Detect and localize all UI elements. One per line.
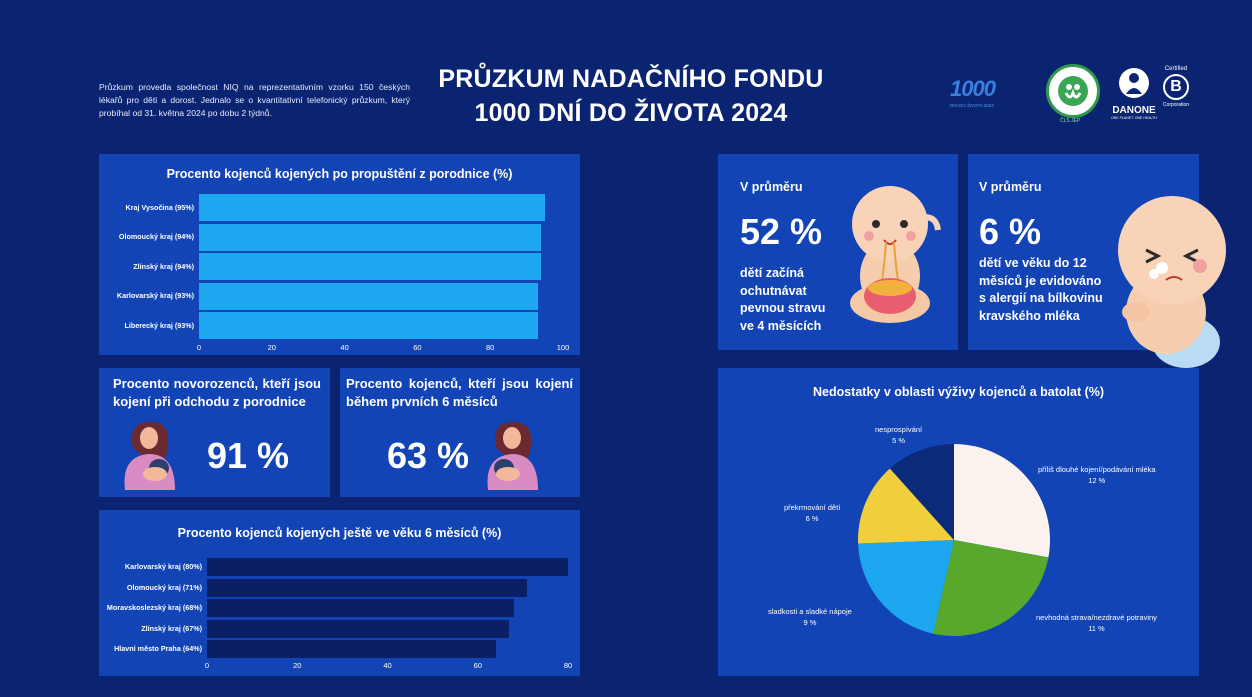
pie-slice-name: nevhodná strava/nezdravé potraviny xyxy=(1036,613,1157,622)
nutrition-deficits-panel: Nedostatky v oblasti výživy kojenců a ba… xyxy=(718,368,1199,676)
bar xyxy=(199,282,538,310)
pie-chart xyxy=(858,444,1050,636)
pie-slice xyxy=(954,444,1050,558)
six-month-chart-title: Procento kojenců kojených ještě ve věku … xyxy=(177,526,502,540)
pie-slice-value: 12 % xyxy=(1088,476,1106,485)
category-label: Olomoucký kraj (94%) xyxy=(118,232,194,242)
category-label: Karlovarský kraj (93%) xyxy=(116,291,194,301)
pie-slice-name: nesprospívání xyxy=(875,425,923,434)
six-month-stat-value: 63 % xyxy=(387,435,470,476)
danone-wordmark: DANONE xyxy=(1112,105,1156,116)
axis-tick-label: 60 xyxy=(473,661,482,670)
solid-food-panel: V průměru 52 % dětí začíná ochutnávat pe… xyxy=(718,154,958,350)
allergy-value: 6 % xyxy=(979,211,1042,252)
pie-slice-name: příliš dlouhé kojení/podávání mléka xyxy=(1038,465,1156,474)
newborn-stat-label: Procento novorozenců, kteří jsou kojení … xyxy=(113,376,321,409)
bar xyxy=(199,223,542,251)
six-month-stat-label: Procento kojenců, kteří jsou kojení běhe… xyxy=(346,376,573,409)
pie-slice xyxy=(858,468,954,544)
danone-child-icon xyxy=(1119,68,1149,98)
bar xyxy=(207,599,514,617)
survey-intro: Průzkum provedla společnost NIQ na repre… xyxy=(99,82,410,118)
category-label: Zlínský kraj (67%) xyxy=(141,623,202,633)
bar xyxy=(207,578,528,597)
category-label: Hlavní město Praha (64%) xyxy=(114,644,202,653)
pie-slice-label: překrmování dětí 6 % xyxy=(784,502,840,524)
breastfeeding-mother-icon-2 xyxy=(487,422,538,490)
bar xyxy=(199,194,545,221)
discharge-chart-title: Procento kojenců kojených po propuštění … xyxy=(166,167,513,181)
pie-slice-value: 5 % xyxy=(892,436,906,445)
axis-tick-label: 80 xyxy=(486,343,495,352)
pie-slice-value: 6 % xyxy=(805,514,819,523)
fund-logo-subtitle: DNÍ DO ŽIVOTA 2024 xyxy=(950,103,994,108)
solid-food-label: V průměru xyxy=(740,180,803,194)
category-label: Olomoucký kraj (71%) xyxy=(126,582,202,592)
category-label: Kraj Vysočina (95%) xyxy=(125,202,194,212)
axis-tick-label: 20 xyxy=(293,661,302,670)
danone-tagline: ONE PLANET. ONE HEALTH xyxy=(1111,116,1157,120)
six-month-breastfeeding-panel: Procento kojenců kojených ještě ve věku … xyxy=(99,510,580,676)
newborn-stat-panel: Procento novorozenců, kteří jsou kojení … xyxy=(99,368,330,497)
crying-baby-icon xyxy=(1118,196,1226,368)
pie-slice-name: sladkosti a sladké nápoje xyxy=(768,607,852,616)
bar xyxy=(207,640,496,658)
axis-tick-label: 80 xyxy=(563,661,573,670)
pie-chart-title: Nedostatky v oblasti výživy kojenců a ba… xyxy=(812,385,1105,399)
axis-tick-label: 20 xyxy=(267,343,276,352)
danone-logo: DANONE ONE PLANET. ONE HEALTH xyxy=(1110,66,1158,120)
axis-tick-label: 0 xyxy=(196,343,202,352)
bcorp-top-text: Certified xyxy=(1164,66,1188,72)
pie-slice-name: překrmování dětí xyxy=(784,503,841,512)
bar xyxy=(207,558,568,576)
fund-logo-number: 1000 xyxy=(950,76,996,101)
allergy-desc: dětí ve věku do 12 měsíců je evidováno s… xyxy=(979,256,1103,323)
page-title: PRŮZKUM NADAČNÍHO FONDU 1000 DNÍ DO ŽIVO… xyxy=(420,62,842,130)
pie-slice-value: 9 % xyxy=(803,618,817,627)
allergy-label: V průměru xyxy=(979,180,1042,194)
pie-slice-value: 11 % xyxy=(1088,624,1105,633)
bar xyxy=(207,619,510,638)
newborn-stat-value: 91 % xyxy=(207,435,290,476)
solid-food-value: 52 % xyxy=(740,211,823,252)
cls-logo-caption: ČLS JEP xyxy=(1060,118,1081,124)
axis-tick-label: 0 xyxy=(204,661,210,670)
axis-tick-label: 100 xyxy=(556,343,570,352)
solid-food-desc: dětí začíná ochutnávat pevnou stravu ve … xyxy=(740,266,826,333)
category-label: Moravskoslezský kraj (68%) xyxy=(106,603,202,612)
bcorp-bottom-text: Corporation xyxy=(1162,102,1190,108)
pie-slice xyxy=(933,540,1049,636)
axis-tick-label: 40 xyxy=(340,343,349,352)
pie-slice-label: příliš dlouhé kojení/podávání mléka 12 % xyxy=(1038,464,1156,486)
six-month-stat-panel: Procento kojenců, kteří jsou kojení běhe… xyxy=(340,368,580,497)
axis-tick-label: 40 xyxy=(383,661,392,670)
category-label: Zlínský kraj (94%) xyxy=(133,261,194,271)
category-label: Karlovarský kraj (80%) xyxy=(124,562,202,571)
pie-slice-label: sladkosti a sladké nápoje 9 % xyxy=(768,606,852,628)
discharge-breastfeeding-panel: Procento kojenců kojených po propuštění … xyxy=(99,154,580,355)
title-line-2: 1000 DNÍ DO ŽIVOTA 2024 xyxy=(474,99,788,127)
axis-tick-label: 60 xyxy=(413,343,422,352)
bcorp-logo: Certified B Corporation xyxy=(1160,66,1192,108)
title-line-1: PRŮZKUM NADAČNÍHO FONDU xyxy=(438,65,824,93)
breastfeeding-mother-icon xyxy=(124,422,175,490)
pie-slice-label: nevhodná strava/nezdravé potraviny 11 % xyxy=(1036,612,1157,634)
bar xyxy=(199,312,538,340)
baby-eating-icon xyxy=(850,186,941,323)
fund-logo: 1000 DNÍ DO ŽIVOTA 2024 xyxy=(950,76,1034,116)
bcorp-b-icon: B xyxy=(1163,74,1189,100)
pie-slice-label: nesprospívání 5 % xyxy=(875,424,922,446)
cls-heart-icon xyxy=(1058,76,1088,106)
pie-slice xyxy=(858,540,954,634)
cls-jep-logo xyxy=(1046,64,1100,118)
pie-slice xyxy=(889,444,954,540)
bar xyxy=(199,253,542,281)
category-label: Liberecký kraj (93%) xyxy=(124,320,194,330)
